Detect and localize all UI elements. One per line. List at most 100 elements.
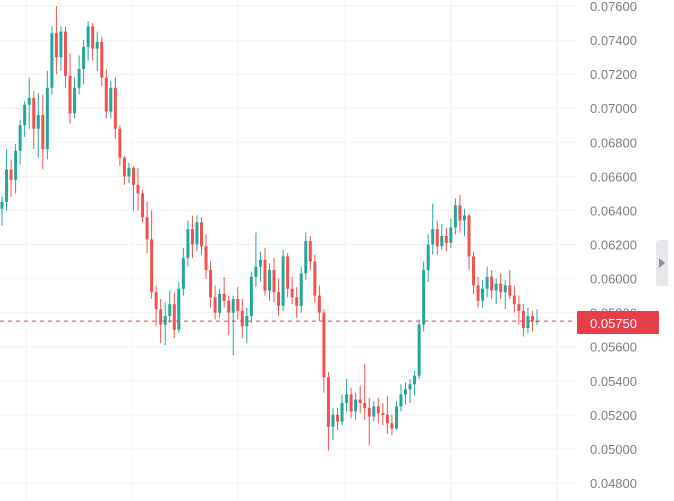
y-tick-label: 0.07200 (590, 67, 637, 82)
candle-body (159, 309, 163, 325)
candle (32, 91, 36, 150)
candle-body (295, 297, 299, 306)
current-price-tag-bg (577, 311, 659, 334)
candle-body (127, 167, 131, 177)
grid-lines (0, 0, 576, 501)
candle-body (36, 115, 40, 129)
candle-body (82, 46, 86, 70)
candle-body (163, 316, 167, 325)
candle-body (50, 33, 54, 88)
candle-body (27, 97, 31, 105)
candle (467, 213, 471, 271)
candle (131, 166, 135, 211)
candle-body (245, 316, 249, 327)
candle-body (249, 276, 253, 317)
candle (503, 280, 507, 310)
y-tick-label: 0.04800 (590, 476, 637, 491)
y-tick-label: 0.05400 (590, 374, 637, 389)
candle-body (385, 414, 389, 424)
candle-body (345, 394, 349, 403)
candle (453, 198, 457, 235)
candle-body (458, 205, 462, 221)
candle (27, 77, 31, 129)
candle (209, 261, 213, 308)
candle (258, 251, 262, 282)
candle-body (209, 270, 213, 298)
candle (354, 392, 358, 420)
candle (77, 55, 81, 95)
candle-body (231, 299, 235, 313)
candle (508, 270, 512, 300)
candle-body (14, 150, 18, 180)
candle (399, 384, 403, 412)
candle (82, 40, 86, 85)
candle-body (376, 406, 380, 414)
candle (54, 6, 58, 75)
candle-body (77, 69, 81, 88)
candle-body (367, 408, 371, 417)
candle (109, 80, 113, 119)
candle-body (331, 414, 335, 427)
candle (381, 402, 385, 426)
candle (186, 220, 190, 267)
candle-body (277, 292, 281, 306)
candle-body (227, 300, 231, 313)
candle (408, 379, 412, 403)
candle-body (268, 270, 271, 291)
candle (168, 290, 172, 323)
candle (281, 249, 285, 311)
candle (181, 247, 185, 296)
candle-body (290, 288, 294, 298)
candle (462, 208, 466, 236)
candle-body (100, 41, 104, 78)
candle (340, 394, 344, 426)
candle (435, 220, 439, 255)
candle-body (172, 304, 176, 330)
candle (376, 397, 380, 424)
candle-body (109, 87, 113, 112)
candle-body (254, 266, 258, 277)
candle (268, 263, 271, 301)
candle (313, 254, 317, 303)
candle (422, 261, 426, 332)
candle (363, 363, 367, 420)
candle-body (272, 270, 276, 293)
candle-body (204, 246, 208, 271)
candle-body (122, 157, 126, 177)
y-tick-label: 0.07400 (590, 33, 637, 48)
candle (272, 258, 276, 303)
candle-body (136, 184, 140, 194)
candle (59, 26, 63, 71)
candle-body (521, 310, 525, 328)
candle (481, 280, 485, 308)
candle (227, 295, 231, 335)
candle-body (476, 285, 480, 301)
candle-body (222, 293, 226, 301)
candle (413, 370, 417, 397)
candle-body (86, 26, 90, 47)
candle-body (236, 299, 240, 311)
candle (472, 251, 476, 294)
candle-body (408, 384, 412, 390)
candle-body (190, 229, 194, 245)
candle-body (0, 201, 4, 209)
candle (240, 299, 244, 339)
candle-body (467, 215, 471, 257)
chevron-right-icon (659, 258, 665, 268)
candle (23, 101, 27, 138)
candle (172, 292, 176, 339)
candle-body (508, 285, 512, 296)
candle-body (199, 222, 203, 247)
axis-collapse-handle[interactable] (656, 240, 668, 286)
current-price-value: 0.05750 (590, 316, 637, 331)
candle-body (218, 293, 222, 313)
candle-body (258, 259, 262, 267)
candle-body (444, 235, 448, 243)
candle-body (150, 239, 154, 293)
candle (526, 307, 530, 334)
candle-body (417, 324, 421, 376)
candle (485, 266, 489, 298)
candle (213, 285, 217, 320)
candle (36, 92, 40, 158)
